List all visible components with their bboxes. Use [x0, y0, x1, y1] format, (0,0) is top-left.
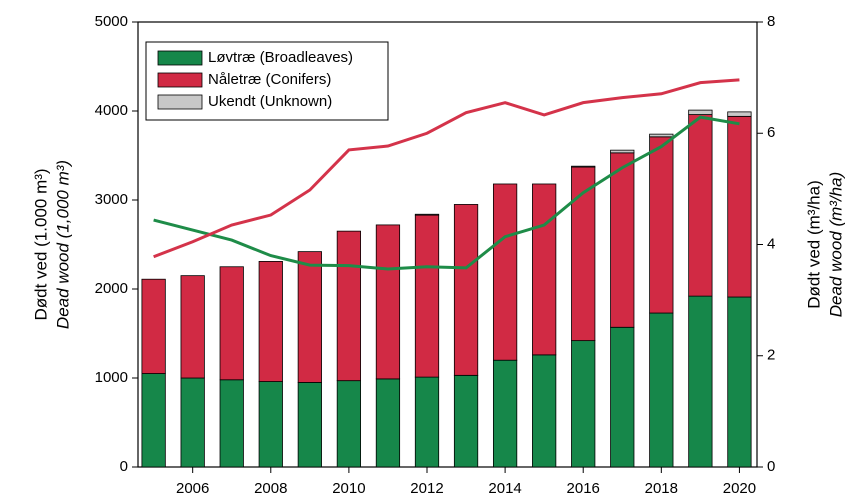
y-axis-label: Dødt ved (1.000 m³) — [31, 168, 50, 320]
y2-tick-label: 2 — [767, 347, 775, 364]
bar — [414, 213, 440, 216]
x-tick-label: 2014 — [488, 480, 521, 497]
bar — [297, 382, 322, 468]
bar — [180, 275, 205, 379]
bar — [649, 136, 674, 314]
legend-label: Ukendt (Unknown) — [208, 93, 332, 110]
bar — [258, 381, 283, 468]
bar — [492, 183, 518, 361]
bar — [688, 295, 713, 468]
bar — [414, 376, 440, 468]
bar — [727, 296, 752, 468]
bar — [453, 374, 479, 468]
x-tick-label: 2016 — [567, 480, 600, 497]
bar — [336, 230, 362, 382]
y-tick-label: 0 — [120, 458, 128, 475]
legend-swatch — [157, 50, 203, 66]
y-tick-label: 2000 — [95, 280, 128, 297]
legend-swatch — [157, 72, 203, 88]
bar — [571, 165, 596, 168]
line — [153, 78, 740, 259]
y-tick-label: 1000 — [95, 369, 128, 386]
bar — [610, 152, 635, 328]
x-tick-label: 2008 — [254, 480, 287, 497]
legend-swatch — [157, 94, 203, 110]
x-tick-label: 2018 — [645, 480, 678, 497]
bar — [727, 111, 752, 117]
x-tick-label: 2010 — [332, 480, 365, 497]
y-axis-label: Dead wood (1,000 m³) — [53, 160, 72, 329]
y-tick-label: 3000 — [95, 191, 128, 208]
y2-axis-label: Dødt ved (m³/ha) — [804, 180, 823, 308]
y-tick-label: 5000 — [95, 13, 128, 30]
y2-tick-label: 0 — [767, 458, 775, 475]
bar — [649, 312, 674, 468]
bar — [727, 115, 752, 298]
y2-tick-label: 8 — [767, 13, 775, 30]
bar — [532, 183, 557, 356]
y2-tick-label: 6 — [767, 124, 775, 141]
bar — [375, 224, 401, 380]
bar — [453, 204, 479, 376]
legend-label: Nåletræ (Conifers) — [208, 71, 331, 88]
bar — [571, 340, 596, 468]
y-tick-label: 4000 — [95, 102, 128, 119]
y2-tick-label: 4 — [767, 235, 775, 252]
bar — [219, 379, 244, 468]
bar — [610, 326, 635, 468]
bar — [375, 378, 401, 468]
x-tick-label: 2006 — [176, 480, 209, 497]
x-tick-label: 2012 — [410, 480, 443, 497]
x-tick-label: 2020 — [723, 480, 756, 497]
bar — [532, 354, 557, 468]
bar — [688, 109, 713, 115]
bar — [492, 359, 518, 468]
legend-label: Løvtræ (Broadleaves) — [208, 49, 353, 66]
bar — [141, 373, 166, 468]
bar — [649, 133, 674, 138]
bar — [610, 149, 635, 154]
bar — [336, 380, 362, 468]
bar — [141, 278, 166, 374]
bar — [219, 266, 244, 381]
line — [153, 115, 740, 271]
y2-axis-label: Dead wood (m³/ha) — [826, 172, 845, 318]
legend: Løvtræ (Broadleaves) Nåletræ (Conifers) Uk… — [145, 41, 389, 121]
bar — [180, 377, 205, 468]
bar — [297, 251, 322, 383]
bar — [414, 214, 440, 378]
bar — [688, 114, 713, 297]
bar — [258, 261, 283, 382]
